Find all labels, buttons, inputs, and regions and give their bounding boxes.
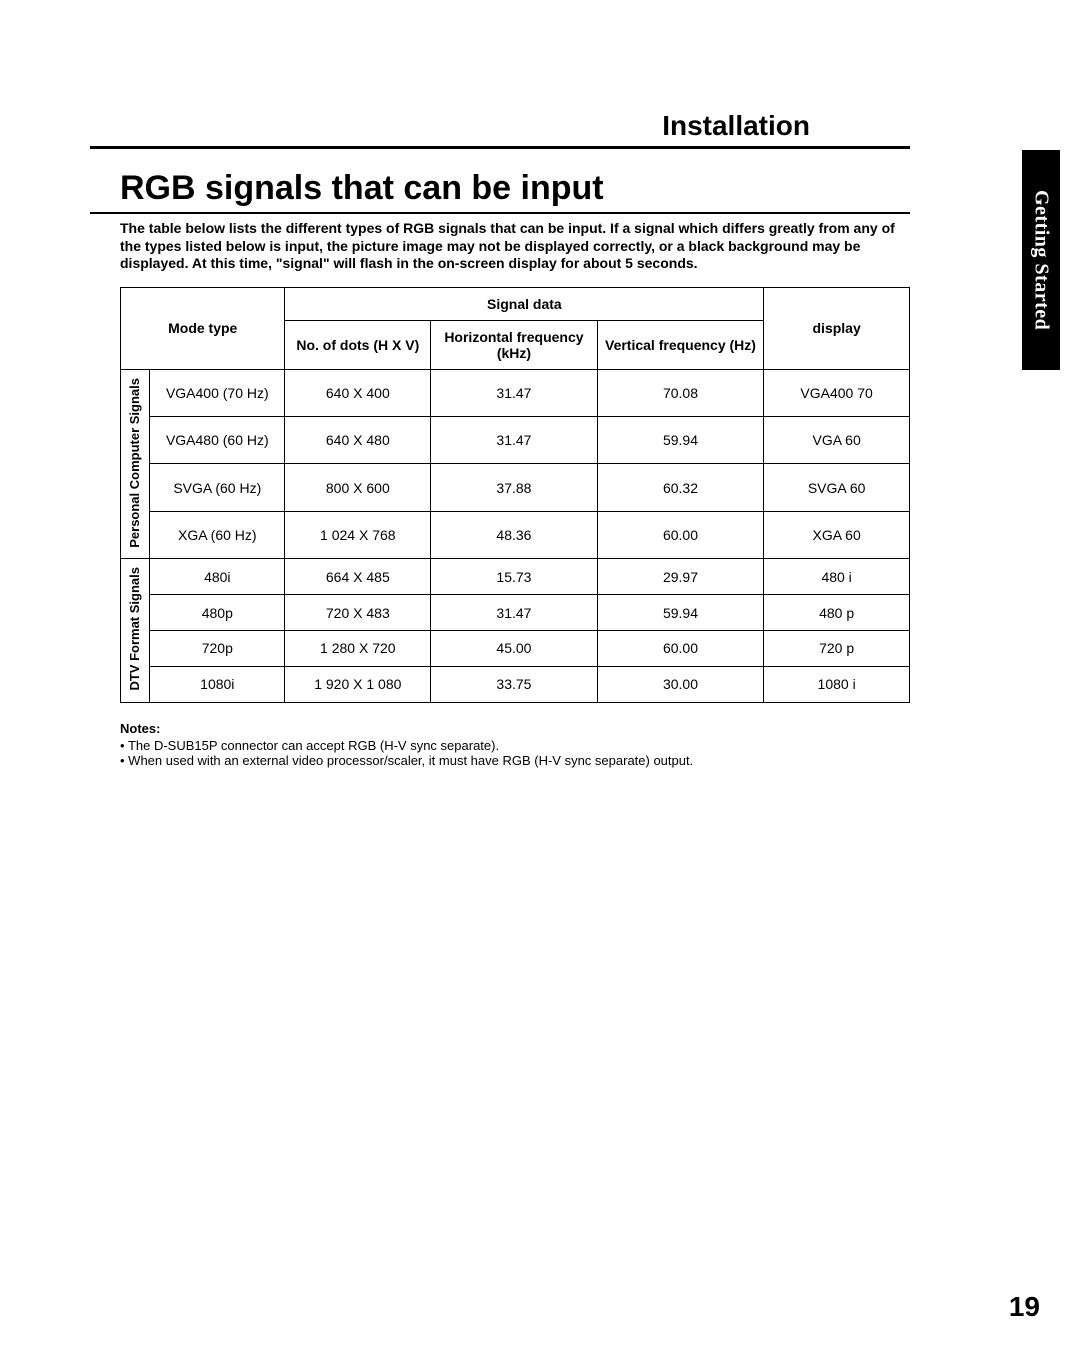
table-row: 720p 1 280 X 720 45.00 60.00 720 p	[121, 631, 910, 667]
installation-header: Installation	[90, 110, 910, 142]
cell-mode: VGA480 (60 Hz)	[150, 416, 285, 463]
cell-display: VGA400 70	[764, 369, 910, 416]
cell-mode: XGA (60 Hz)	[150, 511, 285, 558]
cell-mode: 480i	[150, 559, 285, 595]
cell-mode: 480p	[150, 595, 285, 631]
cell-mode: SVGA (60 Hz)	[150, 464, 285, 511]
cell-hf: 31.47	[431, 595, 598, 631]
cell-dots: 1 280 X 720	[285, 631, 431, 667]
table-row: VGA480 (60 Hz) 640 X 480 31.47 59.94 VGA…	[121, 416, 910, 463]
cell-hf: 31.47	[431, 369, 598, 416]
cell-display: 720 p	[764, 631, 910, 667]
th-dots: No. of dots (H X V)	[285, 320, 431, 369]
th-hfreq: Horizontal frequency (kHz)	[431, 320, 598, 369]
cell-dots: 664 X 485	[285, 559, 431, 595]
cell-vf: 29.97	[597, 559, 764, 595]
notes-item: The D-SUB15P connector can accept RGB (H…	[120, 738, 910, 753]
cell-display: XGA 60	[764, 511, 910, 558]
notes-label: Notes:	[120, 721, 910, 736]
cell-dots: 640 X 480	[285, 416, 431, 463]
cell-vf: 60.32	[597, 464, 764, 511]
intro-text: The table below lists the different type…	[90, 220, 1010, 273]
notes: Notes: The D-SUB15P connector can accept…	[120, 721, 910, 768]
th-mode-type: Mode type	[121, 287, 285, 369]
cell-hf: 31.47	[431, 416, 598, 463]
cell-display: VGA 60	[764, 416, 910, 463]
cell-dots: 640 X 400	[285, 369, 431, 416]
cell-vf: 59.94	[597, 595, 764, 631]
title-rule	[90, 212, 910, 214]
th-signal-data: Signal data	[285, 287, 764, 320]
group-label: Personal Computer Signals	[121, 369, 150, 559]
cell-hf: 15.73	[431, 559, 598, 595]
cell-dots: 1 024 X 768	[285, 511, 431, 558]
table-row: 1080i 1 920 X 1 080 33.75 30.00 1080 i	[121, 666, 910, 702]
cell-vf: 60.00	[597, 511, 764, 558]
notes-item: When used with an external video process…	[120, 753, 910, 768]
cell-vf: 70.08	[597, 369, 764, 416]
cell-dots: 720 X 483	[285, 595, 431, 631]
th-display: display	[764, 287, 910, 369]
cell-hf: 37.88	[431, 464, 598, 511]
cell-display: 480 i	[764, 559, 910, 595]
table-row: DTV Format Signals 480i 664 X 485 15.73 …	[121, 559, 910, 595]
cell-display: 1080 i	[764, 666, 910, 702]
cell-dots: 1 920 X 1 080	[285, 666, 431, 702]
cell-vf: 59.94	[597, 416, 764, 463]
group-label: DTV Format Signals	[121, 559, 150, 703]
page-number: 19	[1009, 1291, 1040, 1323]
cell-mode: VGA400 (70 Hz)	[150, 369, 285, 416]
table-row: Personal Computer Signals VGA400 (70 Hz)…	[121, 369, 910, 416]
cell-vf: 60.00	[597, 631, 764, 667]
cell-mode: 1080i	[150, 666, 285, 702]
cell-hf: 45.00	[431, 631, 598, 667]
section-title: RGB signals that can be input	[90, 169, 1010, 208]
th-vfreq: Vertical frequency (Hz)	[597, 320, 764, 369]
table-row: XGA (60 Hz) 1 024 X 768 48.36 60.00 XGA …	[121, 511, 910, 558]
cell-display: SVGA 60	[764, 464, 910, 511]
header-rule	[90, 146, 910, 149]
cell-hf: 33.75	[431, 666, 598, 702]
signal-table: Mode type Signal data display No. of dot…	[120, 287, 910, 703]
cell-hf: 48.36	[431, 511, 598, 558]
page: Installation RGB signals that can be inp…	[0, 0, 1080, 1363]
cell-mode: 720p	[150, 631, 285, 667]
cell-dots: 800 X 600	[285, 464, 431, 511]
cell-display: 480 p	[764, 595, 910, 631]
cell-vf: 30.00	[597, 666, 764, 702]
table-row: SVGA (60 Hz) 800 X 600 37.88 60.32 SVGA …	[121, 464, 910, 511]
signal-table-wrap: Mode type Signal data display No. of dot…	[120, 287, 910, 703]
table-row: 480p 720 X 483 31.47 59.94 480 p	[121, 595, 910, 631]
